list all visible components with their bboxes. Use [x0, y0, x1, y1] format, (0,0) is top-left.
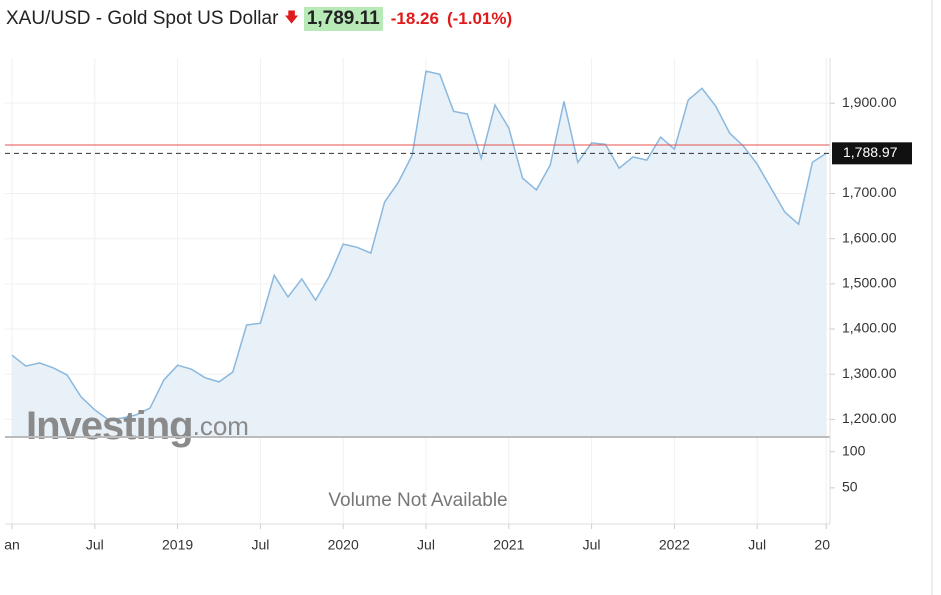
down-arrow: 🡇	[284, 9, 299, 25]
volume-tick-label: 100	[842, 442, 866, 458]
area	[12, 71, 827, 437]
last-price-label: 1,788.97	[843, 144, 898, 160]
line	[11, 70, 827, 421]
x-tick-label: Jul	[86, 537, 104, 553]
x-tick-label: Jul	[748, 537, 766, 553]
watermark-brand: Investing	[26, 404, 193, 448]
y-tick-label: 1,500.00	[842, 275, 897, 291]
change: -18.26	[390, 9, 439, 28]
x-tick-label: 2019	[162, 537, 193, 553]
header: XAU/USD - Gold Spot US Dollar 🡇 1,789.11…	[6, 6, 512, 32]
x-tick-label: 2021	[493, 537, 524, 553]
watermark: Investing.com	[26, 404, 249, 448]
y-tick-label: 1,400.00	[842, 320, 897, 336]
y-tick-label: 1,900.00	[842, 94, 897, 110]
y-tick-label: 1,700.00	[842, 184, 897, 200]
x-tick-label: an	[4, 537, 20, 553]
y-tick-label: 1,600.00	[842, 229, 897, 245]
x-tick-label: Jul	[251, 537, 269, 553]
x-tick-label: 2020	[328, 537, 359, 553]
y-tick-label: 1,200.00	[842, 410, 897, 426]
x-tick-label: 20	[814, 537, 830, 553]
x-tick-label: Jul	[417, 537, 435, 553]
last-price-box	[832, 142, 912, 165]
volume-note: Volume Not Available	[328, 490, 507, 511]
watermark-suffix: .com	[193, 411, 249, 441]
title: XAU/USD - Gold Spot US Dollar	[6, 8, 279, 29]
change-pct: (-1.01%)	[446, 9, 513, 28]
volume-tick-label: 50	[842, 479, 858, 495]
price: 1,789.11	[303, 7, 383, 31]
y-tick-label: 1,300.00	[842, 365, 897, 381]
x-tick-label: Jul	[583, 537, 601, 553]
x-tick-label: 2022	[659, 537, 690, 553]
